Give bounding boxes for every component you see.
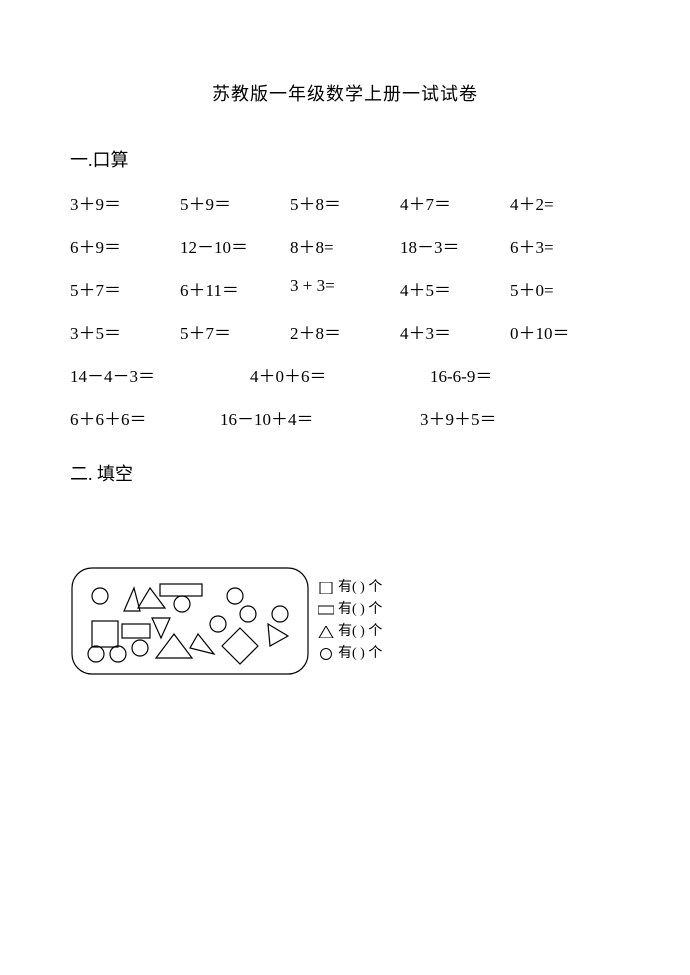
problem-row: 6＋9＝ 12－10＝ 8＋8= 18－3＝ 6＋3= [70, 233, 620, 258]
figure-container: 有( ) 个 有( ) 个 有( ) 个 有( ) 个 [70, 566, 620, 676]
section2-header: 二. 填空 [70, 460, 620, 486]
problem: 6＋9＝ [70, 233, 180, 258]
problem: 6＋11＝ [180, 276, 290, 301]
square-icon [318, 582, 334, 594]
problem: 3 + 3= [290, 276, 400, 301]
problem: 3＋9＝ [70, 190, 180, 215]
legend: 有( ) 个 有( ) 个 有( ) 个 有( ) 个 [318, 577, 382, 665]
problem: 5＋7＝ [180, 319, 290, 344]
problem: 2＋8＝ [290, 319, 400, 344]
problem: 3＋9＋5＝ [420, 405, 600, 430]
problem: 5＋0= [510, 276, 610, 301]
problem: 6＋3= [510, 233, 610, 258]
problem: 6＋6＋6＝ [70, 405, 220, 430]
rectangle-icon [318, 604, 334, 616]
legend-row-rectangle: 有( ) 个 [318, 599, 382, 621]
problem: 4＋3＝ [400, 319, 510, 344]
problem-row: 6＋6＋6＝ 16－10＋4＝ 3＋9＋5＝ [70, 405, 620, 430]
problem: 14－4－3＝ [70, 362, 250, 387]
problem-row: 3＋5＝ 5＋7＝ 2＋8＝ 4＋3＝ 0＋10＝ [70, 319, 620, 344]
legend-row-square: 有( ) 个 [318, 577, 382, 599]
problem: 4＋0＋6＝ [250, 362, 430, 387]
problem: 5＋8＝ [290, 190, 400, 215]
legend-text: 有( ) 个 [338, 577, 382, 599]
problem: 5＋7＝ [70, 276, 180, 301]
problem: 16－10＋4＝ [220, 405, 420, 430]
page-title: 苏教版一年级数学上册一试试卷 [70, 80, 620, 106]
problem: 8＋8= [290, 233, 400, 258]
legend-text: 有( ) 个 [338, 643, 382, 665]
problem-row: 3＋9＝ 5＋9＝ 5＋8＝ 4＋7＝ 4＋2= [70, 190, 620, 215]
legend-text: 有( ) 个 [338, 621, 382, 643]
legend-text: 有( ) 个 [338, 599, 382, 621]
problem: 4＋5＝ [400, 276, 510, 301]
legend-row-triangle: 有( ) 个 [318, 621, 382, 643]
problem: 4＋7＝ [400, 190, 510, 215]
problem: 12－10＝ [180, 233, 290, 258]
problem-row: 5＋7＝ 6＋11＝ 3 + 3= 4＋5＝ 5＋0= [70, 276, 620, 301]
circle-icon [318, 648, 334, 660]
shape-diagram [70, 566, 310, 676]
problem-row: 14－4－3＝ 4＋0＋6＝ 16-6-9＝ [70, 362, 620, 387]
problem: 16-6-9＝ [430, 362, 610, 387]
problem: 5＋9＝ [180, 190, 290, 215]
problem: 18－3＝ [400, 233, 510, 258]
section1-header: 一.口算 [70, 146, 620, 172]
problem: 3＋5＝ [70, 319, 180, 344]
problem: 0＋10＝ [510, 319, 610, 344]
problem: 4＋2= [510, 190, 610, 215]
triangle-icon [318, 626, 334, 638]
legend-row-circle: 有( ) 个 [318, 643, 382, 665]
